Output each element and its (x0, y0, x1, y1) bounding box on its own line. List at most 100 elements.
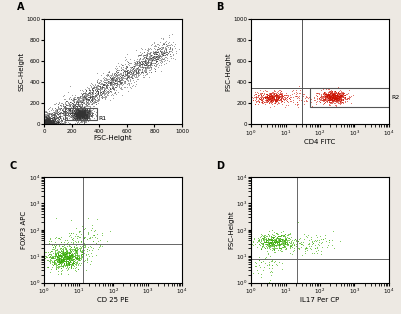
Point (260, 236, 266, 241)
Point (76, 110, 82, 115)
Point (42, 119, 49, 124)
Point (52, 101, 59, 106)
Point (48, 116, 54, 121)
Point (81, 108, 88, 113)
Point (67, 258, 73, 263)
Point (65, 262, 72, 267)
Point (43, 121, 49, 126)
Point (76, 116, 83, 121)
Point (73, 109, 79, 114)
Point (321, 89, 328, 95)
Point (150, 57, 156, 62)
Point (326, 91, 333, 96)
Point (43, 116, 50, 122)
Point (45, 120, 51, 125)
Point (328, 89, 334, 94)
Point (41, 122, 47, 127)
Point (45, 114, 51, 119)
Point (78, 111, 85, 116)
Point (279, 245, 286, 250)
Point (72, 254, 79, 259)
Point (94, 232, 100, 237)
Point (57, 257, 64, 263)
Point (45, 119, 51, 124)
Point (49, 255, 55, 260)
Point (50, 120, 56, 125)
Point (79, 249, 85, 254)
Point (99, 84, 105, 89)
Point (86, 115, 93, 120)
Point (136, 61, 142, 66)
Point (282, 236, 288, 241)
Point (85, 104, 92, 109)
Point (77, 111, 84, 116)
Point (268, 95, 275, 100)
Point (158, 49, 164, 54)
Point (154, 52, 161, 57)
Point (88, 97, 94, 102)
Point (115, 77, 122, 82)
Point (68, 111, 75, 116)
Point (267, 241, 273, 246)
Point (71, 107, 77, 112)
Point (300, 93, 306, 98)
Point (316, 239, 322, 244)
Point (86, 97, 92, 102)
Point (98, 95, 105, 100)
Point (43, 119, 49, 124)
Point (329, 94, 336, 99)
Point (137, 61, 143, 66)
Point (77, 111, 84, 116)
Point (69, 257, 75, 262)
Point (81, 108, 88, 113)
Point (103, 87, 109, 92)
Point (43, 116, 50, 122)
Point (274, 235, 280, 240)
Point (328, 96, 335, 101)
Point (108, 82, 114, 87)
Point (86, 95, 93, 100)
Point (156, 60, 163, 65)
Point (64, 261, 70, 266)
Point (77, 116, 83, 121)
Point (42, 121, 49, 126)
Point (326, 92, 332, 97)
Point (85, 86, 91, 91)
Point (80, 111, 86, 116)
Point (339, 94, 345, 99)
Point (324, 92, 330, 97)
Point (328, 93, 335, 98)
Point (264, 95, 270, 100)
Point (66, 251, 72, 256)
Point (144, 60, 150, 65)
Point (45, 121, 52, 126)
Point (54, 112, 61, 117)
Point (81, 111, 88, 116)
Point (253, 261, 259, 266)
Point (120, 65, 126, 70)
Point (332, 97, 338, 102)
Point (80, 98, 86, 103)
Point (106, 75, 113, 80)
Point (134, 60, 140, 65)
Point (80, 101, 87, 106)
Point (153, 53, 160, 58)
Point (97, 93, 103, 98)
Point (49, 107, 55, 112)
Point (285, 235, 291, 240)
Point (317, 234, 323, 239)
Point (41, 117, 47, 122)
Point (282, 238, 289, 243)
Point (76, 112, 82, 117)
Point (48, 120, 54, 125)
Point (61, 111, 67, 116)
Point (69, 111, 75, 116)
Point (54, 120, 60, 125)
Point (131, 63, 138, 68)
Point (47, 119, 53, 124)
Point (261, 245, 267, 250)
Point (269, 269, 275, 274)
Point (158, 62, 164, 68)
Point (112, 84, 119, 89)
Point (257, 240, 263, 245)
